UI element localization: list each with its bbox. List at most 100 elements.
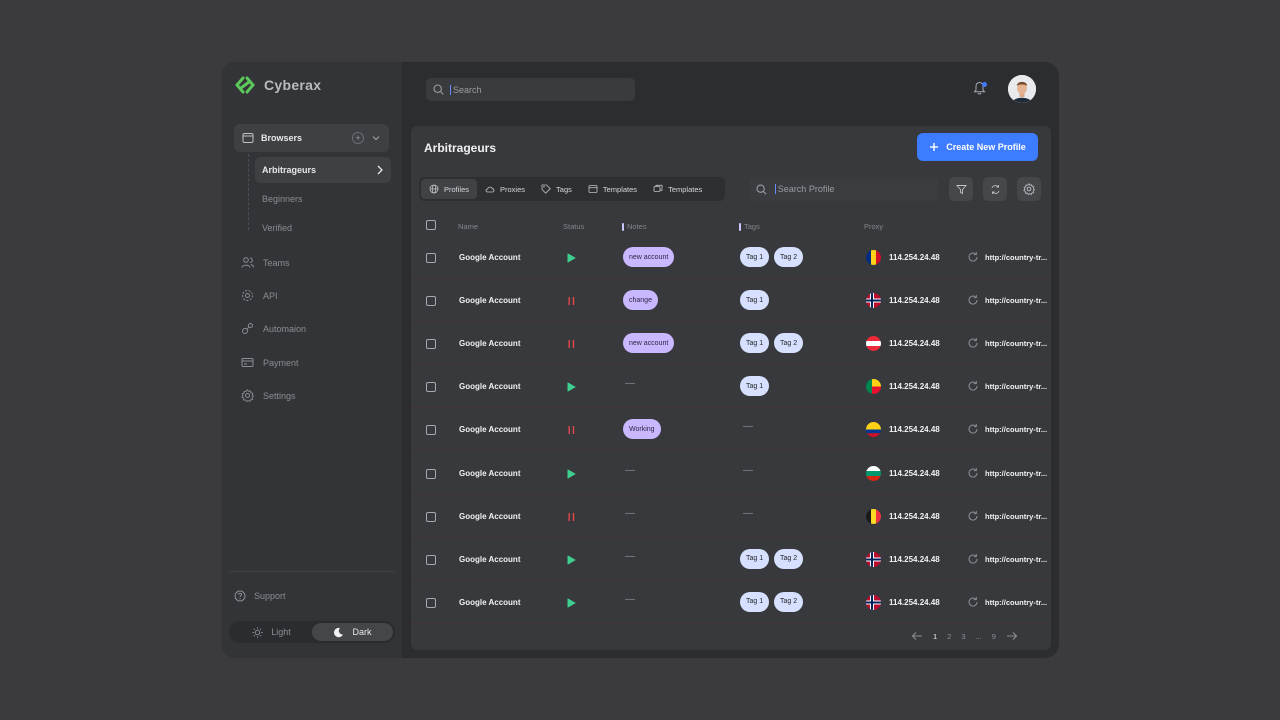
tab-proxies[interactable]: Proxies (477, 179, 533, 199)
sidebar-item-payment[interactable]: Payment (241, 356, 299, 369)
search-profile-input[interactable] (774, 184, 932, 194)
sidebar-item-automation[interactable]: Automaion (241, 322, 306, 335)
pause-icon[interactable] (567, 339, 576, 349)
proxy-url[interactable]: http://country-tr... (985, 296, 1048, 306)
sidebar-item-teams[interactable]: Teams (241, 256, 290, 269)
settings-button[interactable] (1017, 177, 1041, 201)
pause-icon[interactable] (567, 425, 576, 435)
row-checkbox[interactable] (426, 253, 436, 263)
theme-light-option[interactable]: Light (231, 623, 312, 641)
avatar[interactable] (1008, 75, 1036, 103)
pause-icon[interactable] (567, 512, 576, 522)
note-badge[interactable]: change (623, 290, 658, 311)
proxy-url[interactable]: http://country-tr... (985, 253, 1048, 262)
proxy-url[interactable]: http://country-tr... (985, 425, 1048, 435)
rotate-proxy-icon[interactable] (967, 337, 979, 349)
tab-profiles[interactable]: Profiles (421, 179, 478, 199)
table-row[interactable]: Google Account change Tag 1 114.254.24.48 ht… (411, 279, 1051, 323)
play-icon[interactable] (567, 469, 576, 479)
rotate-proxy-icon[interactable] (967, 553, 979, 565)
table-row[interactable]: Google Account — Tag 1 Tag 2 114.254.24.48 ht… (411, 581, 1051, 624)
table-row[interactable]: Google Account — — 114.254.24.48 http://coun… (411, 495, 1051, 538)
pause-icon[interactable] (567, 296, 576, 306)
theme-dark-option[interactable]: Dark (312, 623, 393, 641)
page-3[interactable]: 3 (961, 631, 966, 641)
nav-browsers[interactable]: Browsers + (234, 124, 389, 152)
play-icon[interactable] (567, 555, 576, 565)
chevron-down-icon[interactable] (371, 133, 381, 143)
sidebar-item-verified[interactable]: Verified (255, 215, 391, 241)
note-badge[interactable]: Working (623, 419, 661, 440)
rotate-proxy-icon[interactable] (967, 423, 979, 435)
proxy-url[interactable]: http://country-tr... (985, 597, 1048, 607)
global-search[interactable] (426, 78, 635, 101)
note-badge[interactable]: new account (623, 247, 675, 267)
rotate-proxy-icon[interactable] (967, 380, 979, 392)
proxy-url[interactable]: http://country-tr... (985, 339, 1048, 349)
profile-name[interactable]: Google Account (459, 597, 521, 607)
page-9[interactable]: 9 (991, 631, 996, 641)
profile-name[interactable]: Google Account (459, 253, 521, 262)
play-icon[interactable] (567, 253, 576, 263)
tag-badge[interactable]: Tag 1 (740, 376, 770, 397)
tag-badge[interactable]: Tag 2 (774, 548, 804, 569)
tag-badge[interactable]: Tag 1 (740, 591, 770, 612)
play-icon[interactable] (567, 598, 576, 608)
sidebar-item-api[interactable]: API (241, 289, 278, 302)
profile-name[interactable]: Google Account (459, 339, 521, 349)
table-row[interactable]: Google Account new account Tag 1 Tag 2 114.2… (411, 236, 1051, 279)
page-2[interactable]: 2 (947, 631, 952, 641)
filter-button[interactable] (949, 177, 973, 201)
proxy-url[interactable]: http://country-tr... (985, 511, 1048, 521)
tab-tags[interactable]: Tags (533, 179, 580, 199)
tab-templates-2[interactable]: Templates (645, 179, 710, 199)
play-icon[interactable] (567, 382, 576, 392)
rotate-proxy-icon[interactable] (967, 596, 979, 608)
tag-badge[interactable]: Tag 2 (774, 333, 804, 354)
profile-name[interactable]: Google Account (459, 296, 521, 306)
table-row[interactable]: Google Account — — 114.254.24.48 http://coun… (411, 452, 1051, 495)
row-checkbox[interactable] (426, 511, 436, 522)
proxy-url[interactable]: http://country-tr... (985, 468, 1048, 478)
tag-badge[interactable]: Tag 2 (774, 247, 804, 267)
table-row[interactable]: Google Account Working — 114.254.24.48 http:… (411, 408, 1051, 452)
page-1[interactable]: 1 (933, 631, 938, 641)
proxy-url[interactable]: http://country-tr... (985, 382, 1048, 392)
rotate-proxy-icon[interactable] (967, 294, 979, 306)
rotate-proxy-icon[interactable] (967, 467, 979, 479)
profile-name[interactable]: Google Account (459, 425, 521, 435)
table-row[interactable]: Google Account new account Tag 1 Tag 2 114.2… (411, 322, 1051, 366)
create-profile-button[interactable]: Create New Profile (917, 133, 1038, 161)
arrow-left-icon[interactable] (911, 631, 923, 641)
row-checkbox[interactable] (426, 339, 436, 350)
bell-icon[interactable] (973, 81, 986, 95)
profile-name[interactable]: Google Account (459, 468, 521, 478)
tag-badge[interactable]: Tag 1 (740, 548, 770, 569)
tag-badge[interactable]: Tag 1 (740, 333, 770, 354)
rotate-proxy-icon[interactable] (967, 251, 979, 263)
select-all-checkbox[interactable] (426, 220, 436, 230)
arrow-right-icon[interactable] (1006, 631, 1018, 641)
search-input[interactable] (450, 84, 610, 95)
refresh-button[interactable] (983, 177, 1007, 201)
sidebar-item-beginners[interactable]: Beginners (255, 186, 391, 212)
sidebar-item-arbitrageurs[interactable]: Arbitrageurs (255, 157, 391, 183)
profile-name[interactable]: Google Account (459, 382, 521, 392)
profile-search[interactable] (749, 177, 939, 201)
row-checkbox[interactable] (426, 296, 436, 307)
tag-badge[interactable]: Tag 1 (740, 290, 770, 311)
table-row[interactable]: Google Account — Tag 1 Tag 2 114.254.24.48 ht… (411, 538, 1051, 581)
row-checkbox[interactable] (426, 425, 436, 436)
proxy-url[interactable]: http://country-tr... (985, 554, 1048, 564)
row-checkbox[interactable] (426, 554, 436, 565)
add-browser-icon[interactable]: + (352, 132, 364, 144)
row-checkbox[interactable] (426, 468, 436, 479)
profile-name[interactable]: Google Account (459, 511, 521, 521)
table-row[interactable]: Google Account — Tag 1 114.254.24.48 http://… (411, 365, 1051, 409)
tag-badge[interactable]: Tag 2 (774, 591, 804, 612)
support-link[interactable]: Support (234, 590, 286, 602)
profile-name[interactable]: Google Account (459, 554, 521, 564)
tag-badge[interactable]: Tag 1 (740, 247, 770, 267)
rotate-proxy-icon[interactable] (967, 510, 979, 522)
sidebar-item-settings[interactable]: Settings (241, 389, 296, 402)
